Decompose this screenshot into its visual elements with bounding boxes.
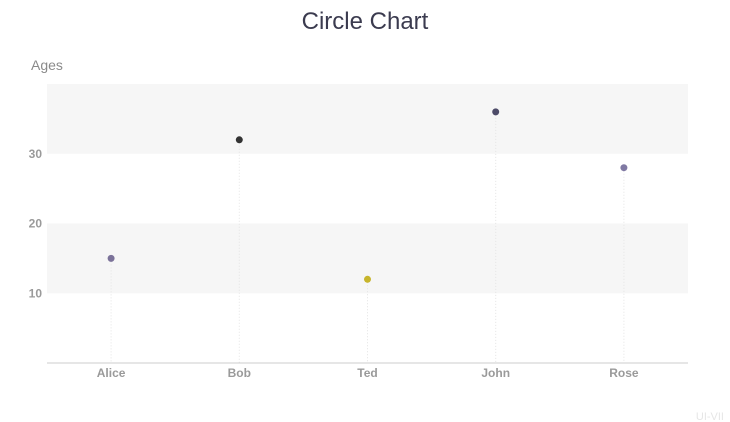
y-axis-title: Ages [31, 57, 63, 73]
y-tick-label: 20 [29, 217, 43, 231]
drop-lines [110, 111, 625, 363]
plot-band-2 [47, 84, 688, 154]
plot-bands [47, 84, 688, 294]
x-axis-ticks: Alice Bob Ted John Rose [97, 366, 639, 380]
y-axis-ticks: 10 20 30 [29, 147, 43, 301]
watermark-text: UI-VII [696, 411, 724, 422]
y-tick-label: 10 [29, 286, 43, 300]
chart-title: Circle Chart [302, 8, 429, 35]
x-tick-label: John [481, 366, 510, 380]
data-point-rose[interactable] [620, 164, 628, 172]
data-point-bob[interactable] [235, 136, 243, 144]
data-point-john[interactable] [492, 108, 500, 116]
y-tick-label: 30 [29, 147, 43, 161]
x-tick-label: Alice [97, 366, 126, 380]
x-tick-label: Ted [357, 366, 377, 380]
x-tick-label: Bob [228, 366, 251, 380]
x-tick-label: Rose [609, 366, 639, 380]
data-point-ted[interactable] [364, 275, 371, 283]
data-points [107, 108, 628, 283]
data-point-alice[interactable] [107, 254, 115, 262]
